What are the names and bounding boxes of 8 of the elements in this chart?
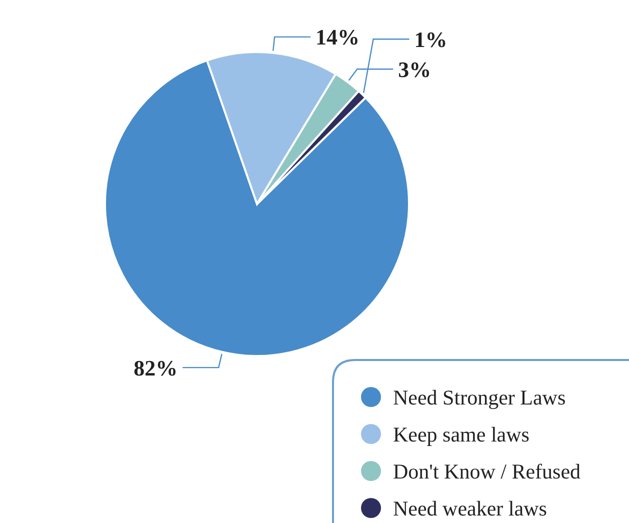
legend-label: Keep same laws [393, 422, 530, 446]
data-label: 3% [398, 56, 432, 82]
legend-label: Need weaker laws [393, 496, 547, 520]
data-label: 82% [134, 355, 178, 380]
legend-label: Need Stronger Laws [393, 385, 566, 410]
legend-label: Don't Know / Refused [393, 459, 582, 484]
data-label: 1% [414, 26, 448, 52]
data-label: 14% [316, 24, 360, 50]
